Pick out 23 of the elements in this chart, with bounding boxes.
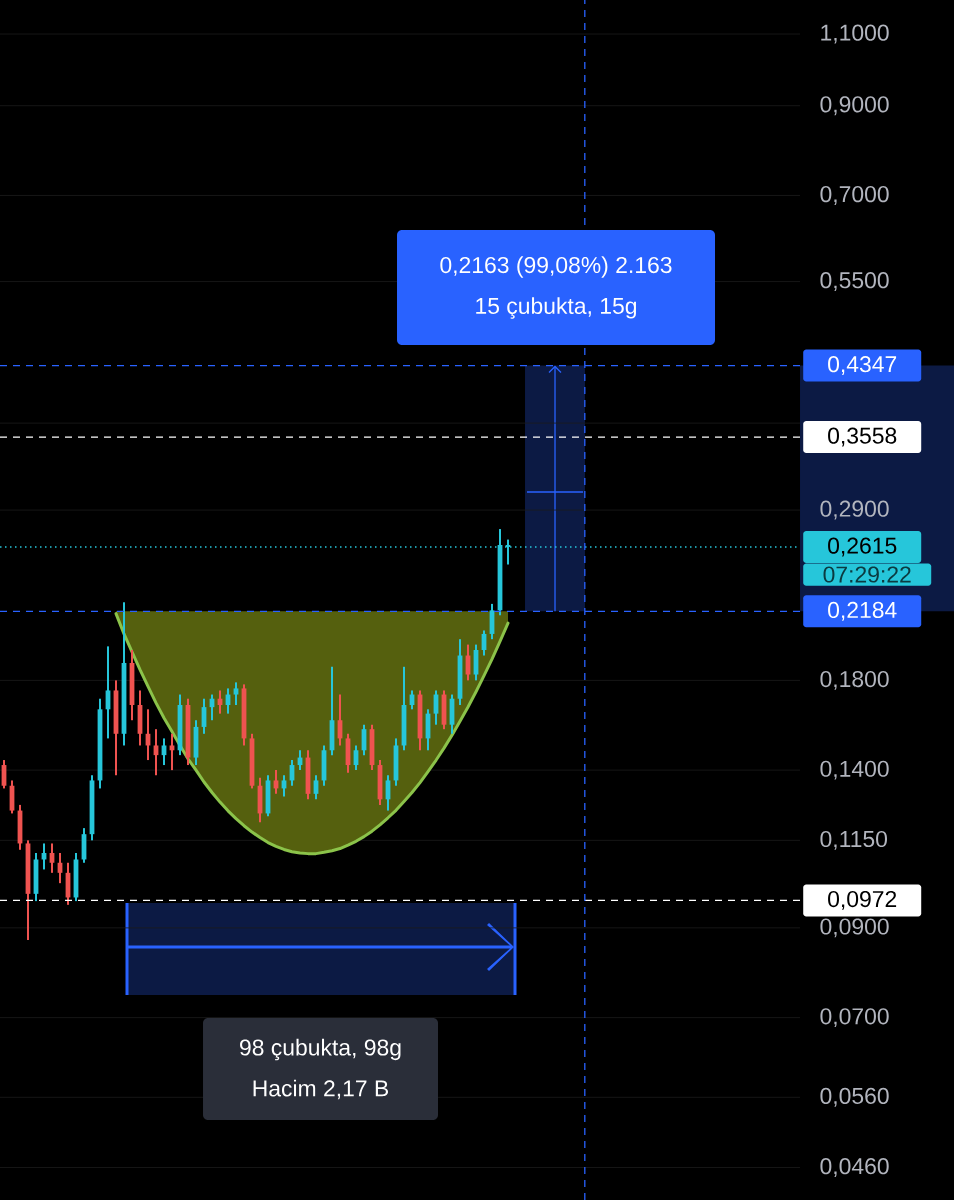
ref-line-label: 0,2184 [828, 601, 897, 621]
annotation: 98 çubukta, 98g [240, 1038, 401, 1061]
ref-line-label: 0,0972 [828, 890, 897, 910]
y-tick-label: 0,2900 [820, 500, 889, 520]
y-tick-label: 0,1400 [820, 760, 889, 780]
y-tick-label: 0,7000 [820, 186, 889, 205]
annotation: 0,2163 (99,08%) 2.163 [440, 256, 672, 278]
ref-line-label: 0,3558 [828, 427, 897, 447]
y-tick-label: 0,0560 [820, 1087, 889, 1107]
annotation: Hacim 2,17 B [253, 1079, 389, 1100]
y-tick-label: 0,5500 [820, 272, 889, 292]
y-tick-label: 0,1800 [820, 670, 889, 690]
annotation: 15 çubukta, 15g [476, 297, 637, 319]
ref-line-label: 0,4347 [828, 356, 897, 375]
y-tick-label: 0,0900 [820, 918, 889, 938]
ref-line-label: 0,2615 [828, 537, 897, 557]
text: 07:29:22 [823, 566, 911, 583]
y-tick-label: 1,1000 [821, 24, 889, 44]
y-tick-label: 0,9000 [820, 96, 889, 116]
y-tick-label: 0,0700 [820, 1008, 889, 1028]
y-tick-label: 0,1150 [820, 830, 888, 850]
candlestick [233, 681, 239, 707]
y-tick-label: 0,0460 [820, 1158, 889, 1177]
